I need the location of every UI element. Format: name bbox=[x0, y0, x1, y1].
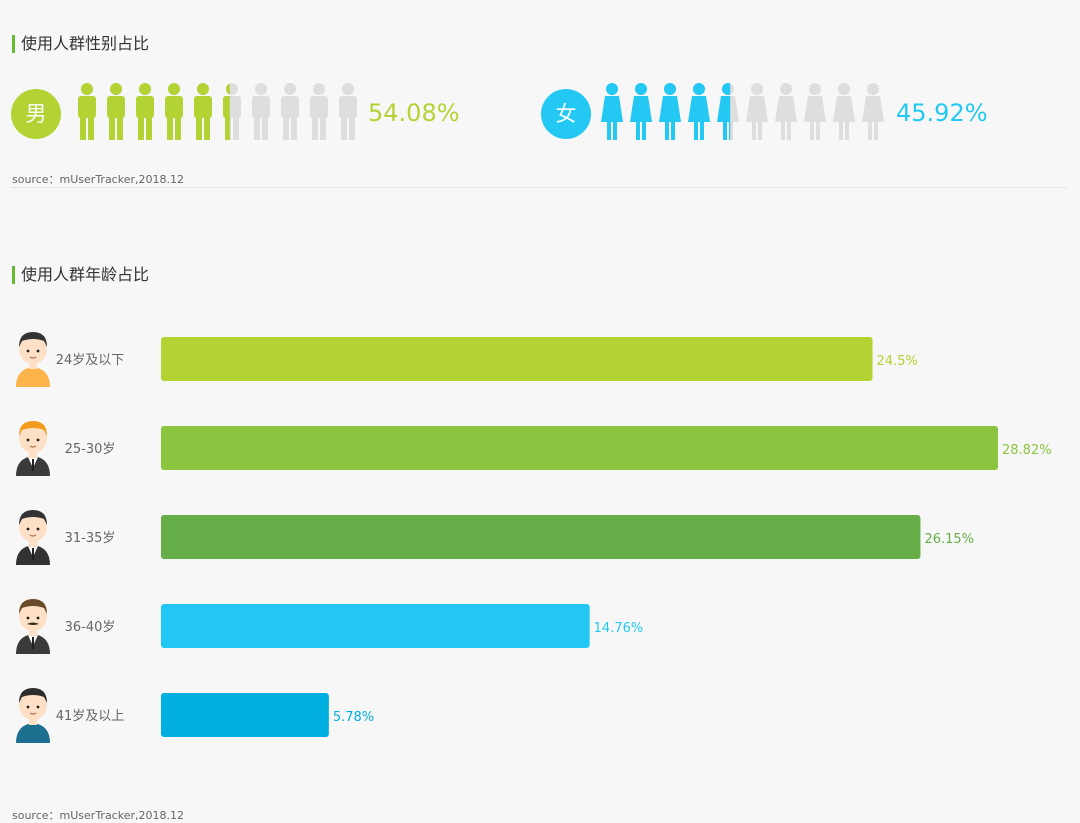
female-percent: 45.92% bbox=[896, 99, 988, 127]
female-person-icon bbox=[659, 83, 681, 140]
female-person-icon bbox=[717, 83, 739, 140]
male-people-chart bbox=[78, 83, 357, 140]
age-bar bbox=[161, 426, 998, 470]
female-person-icon bbox=[833, 83, 855, 140]
section-divider bbox=[10, 187, 1068, 188]
age-bar-value-label: 14.76% bbox=[594, 621, 644, 636]
female-person-icon bbox=[630, 83, 652, 140]
age-bar bbox=[161, 337, 873, 381]
gender-source: source：mUserTracker,2018.12 bbox=[12, 173, 184, 186]
age-category-label: 31-35岁 bbox=[65, 531, 116, 546]
male-badge: 男 bbox=[11, 89, 61, 139]
male-person-icon bbox=[194, 83, 212, 140]
male-person-icon bbox=[339, 83, 357, 140]
female-person-icon bbox=[601, 83, 623, 140]
age-bar bbox=[161, 515, 921, 559]
age-category-label: 25-30岁 bbox=[65, 442, 116, 457]
age-source: source：mUserTracker,2018.12 bbox=[12, 809, 184, 822]
mustache-man-avatar-icon bbox=[16, 599, 50, 654]
female-person-icon bbox=[804, 83, 826, 140]
male-person-icon bbox=[281, 83, 299, 140]
older-man-avatar-icon bbox=[16, 688, 50, 743]
age-bar-value-label: 24.5% bbox=[877, 354, 918, 369]
male-percent: 54.08% bbox=[368, 99, 460, 127]
age-bar-value-label: 5.78% bbox=[333, 710, 374, 725]
age-section-title: 使用人群年龄占比 bbox=[12, 266, 149, 284]
age-bar-value-label: 26.15% bbox=[924, 532, 974, 547]
age-bar-chart: 24岁及以下 24.5% 25-30岁 28.82% 31-35岁 26.15% 36-40… bbox=[16, 332, 1052, 743]
blond-man-avatar-icon bbox=[16, 421, 50, 476]
age-bar-value-label: 28.82% bbox=[1002, 443, 1052, 458]
female-person-icon bbox=[862, 83, 884, 140]
female-person-icon bbox=[775, 83, 797, 140]
female-people-chart bbox=[601, 83, 884, 140]
age-category-label: 41岁及以上 bbox=[56, 709, 125, 724]
female-badge: 女 bbox=[541, 89, 591, 139]
age-category-label: 36-40岁 bbox=[65, 620, 116, 635]
young-man-avatar-icon bbox=[16, 332, 50, 387]
male-person-icon bbox=[223, 83, 241, 140]
male-person-icon bbox=[136, 83, 154, 140]
suited-man-avatar-icon bbox=[16, 510, 50, 565]
male-person-icon bbox=[78, 83, 96, 140]
male-person-icon bbox=[252, 83, 270, 140]
age-bar bbox=[161, 604, 590, 648]
age-category-label: 24岁及以下 bbox=[56, 353, 125, 368]
male-person-icon bbox=[165, 83, 183, 140]
gender-section-title: 使用人群性别占比 bbox=[12, 35, 149, 53]
male-person-icon bbox=[310, 83, 328, 140]
female-person-icon bbox=[688, 83, 710, 140]
male-person-icon bbox=[107, 83, 125, 140]
age-bar bbox=[161, 693, 329, 737]
female-person-icon bbox=[746, 83, 768, 140]
